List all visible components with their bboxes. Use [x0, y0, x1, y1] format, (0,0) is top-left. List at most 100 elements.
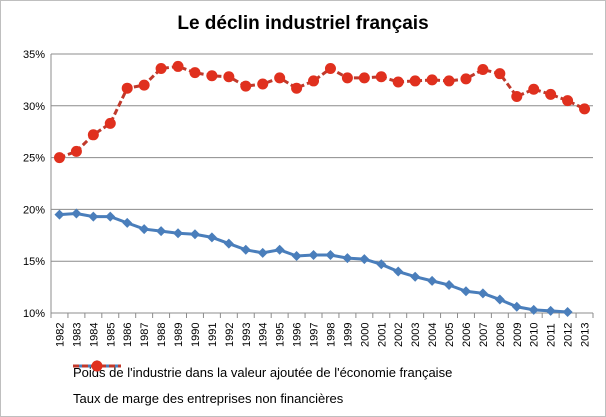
- x-tick-label: 1988: [156, 323, 168, 347]
- x-tick-label: 1986: [122, 323, 134, 347]
- x-tick-label: 1992: [224, 323, 236, 347]
- point-industry: [562, 306, 573, 317]
- x-tick-label: 2013: [580, 323, 592, 347]
- point-margin: [274, 72, 286, 84]
- x-tick-label: 1987: [139, 323, 151, 347]
- legend-label-margin: Taux de marge des entreprises non financ…: [73, 390, 344, 406]
- point-industry: [291, 251, 302, 262]
- point-margin: [138, 79, 150, 91]
- series-layer: [53, 60, 591, 317]
- point-industry: [122, 217, 133, 228]
- legend-swatch-margin: [73, 360, 121, 372]
- y-tick-label: 10%: [23, 308, 45, 320]
- x-tick-label: 1993: [241, 323, 253, 347]
- point-industry: [393, 266, 404, 277]
- x-tick-label: 2012: [563, 323, 575, 347]
- legend: Poids de l'industrie dans la valeur ajou…: [73, 359, 452, 411]
- point-margin: [223, 71, 235, 83]
- series-line-margin: [58, 64, 586, 160]
- point-margin: [121, 82, 133, 94]
- point-industry: [274, 244, 285, 255]
- point-margin: [240, 80, 252, 92]
- point-margin: [189, 67, 201, 79]
- point-margin: [358, 72, 370, 84]
- x-tick-label: 1995: [275, 323, 287, 347]
- point-margin: [562, 95, 574, 107]
- x-axis-ticks: 1982 1983 1984 1985 1986 1987 1988 1989 1990 1991…: [50, 313, 594, 347]
- point-industry: [308, 249, 319, 260]
- x-tick-label: 1991: [207, 323, 219, 347]
- point-industry: [410, 271, 421, 282]
- point-industry: [342, 253, 353, 264]
- x-tick-label: 1998: [325, 323, 337, 347]
- x-tick-label: 1989: [173, 323, 185, 347]
- point-margin: [579, 103, 591, 115]
- x-tick-label: 1994: [258, 323, 270, 347]
- point-industry: [545, 305, 556, 316]
- x-tick-label: 2001: [376, 323, 388, 347]
- series-line-industry: [59, 212, 568, 314]
- point-margin: [291, 82, 303, 94]
- x-tick-label: 2005: [444, 323, 456, 347]
- point-margin: [87, 129, 99, 141]
- point-industry: [359, 254, 370, 265]
- point-industry: [494, 294, 505, 305]
- point-margin: [341, 72, 353, 84]
- y-tick-label: 30%: [23, 101, 45, 113]
- x-tick-label: 2010: [529, 323, 541, 347]
- point-margin: [443, 75, 455, 87]
- legend-item-margin: Taux de marge des entreprises non financ…: [73, 360, 452, 411]
- x-tick-label: 2003: [410, 323, 422, 347]
- point-industry: [54, 209, 65, 220]
- x-tick-label: 2006: [461, 323, 473, 347]
- point-margin: [409, 75, 421, 87]
- y-tick-label: 25%: [23, 153, 45, 165]
- gridlines: [50, 53, 593, 314]
- point-industry: [156, 226, 167, 237]
- point-margin: [511, 90, 523, 102]
- point-margin: [324, 63, 336, 75]
- x-tick-label: 1982: [54, 323, 66, 347]
- point-industry: [189, 229, 200, 240]
- point-margin: [545, 88, 557, 100]
- point-industry: [257, 247, 268, 258]
- point-industry: [325, 249, 336, 260]
- point-margin: [104, 117, 116, 129]
- y-axis-ticks: 10% 15% 20% 25% 30% 35%: [23, 49, 45, 320]
- point-margin: [392, 76, 404, 88]
- point-margin: [172, 60, 184, 72]
- point-margin: [70, 145, 82, 157]
- x-tick-label: 2000: [359, 323, 371, 347]
- point-industry: [71, 208, 82, 219]
- point-margin: [460, 73, 472, 85]
- y-tick-label: 15%: [23, 256, 45, 268]
- point-industry: [173, 228, 184, 239]
- point-industry: [460, 286, 471, 297]
- point-industry: [528, 304, 539, 315]
- point-margin: [257, 78, 269, 90]
- x-tick-label: 1999: [342, 323, 354, 347]
- point-margin: [206, 70, 218, 82]
- y-tick-label: 35%: [23, 49, 45, 61]
- point-industry: [427, 275, 438, 286]
- x-tick-label: 2007: [478, 323, 490, 347]
- point-industry: [206, 232, 217, 243]
- point-industry: [444, 280, 455, 291]
- point-margin: [155, 63, 167, 75]
- point-industry: [477, 288, 488, 299]
- point-industry: [223, 238, 234, 249]
- x-tick-label: 1984: [88, 323, 100, 347]
- point-industry: [376, 259, 387, 270]
- x-tick-label: 2009: [512, 323, 524, 347]
- point-margin: [375, 71, 387, 83]
- point-margin: [528, 83, 540, 95]
- x-tick-label: 1983: [71, 323, 83, 347]
- x-tick-label: 1997: [309, 323, 321, 347]
- x-tick-label: 2011: [546, 323, 558, 347]
- y-tick-label: 20%: [23, 204, 45, 216]
- point-margin: [494, 68, 506, 80]
- point-industry: [105, 211, 116, 222]
- point-margin: [53, 152, 65, 164]
- chart-title: Le déclin industriel français: [177, 13, 429, 34]
- point-industry: [88, 211, 99, 222]
